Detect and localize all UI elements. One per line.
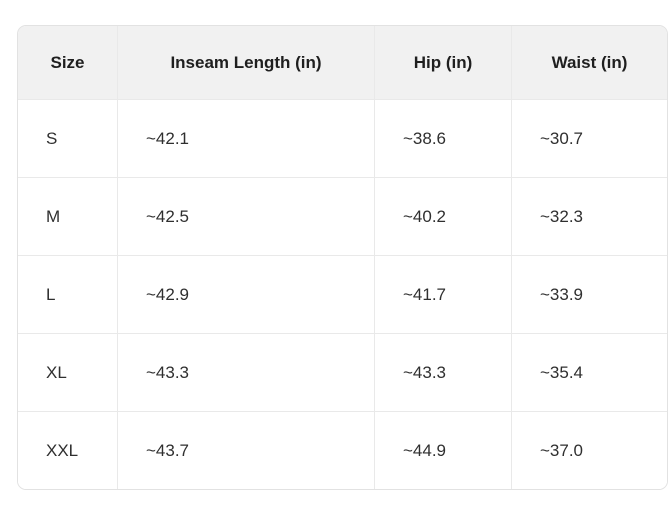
- header-hip: Hip (in): [374, 26, 511, 99]
- table-row-xxl: XXL ~43.7 ~44.9 ~37.0: [18, 411, 667, 489]
- size-cell: S: [18, 99, 117, 177]
- size-cell: M: [18, 177, 117, 255]
- size-chart: Size Inseam Length (in) Hip (in) Waist (…: [17, 25, 668, 490]
- table-row-xl: XL ~43.3 ~43.3 ~35.4: [18, 333, 667, 411]
- waist-cell: ~33.9: [511, 255, 667, 333]
- size-chart-table: Size Inseam Length (in) Hip (in) Waist (…: [17, 25, 668, 490]
- inseam-cell: ~42.5: [117, 177, 374, 255]
- size-cell: XXL: [18, 411, 117, 489]
- header-waist: Waist (in): [511, 26, 667, 99]
- inseam-cell: ~43.7: [117, 411, 374, 489]
- waist-cell: ~35.4: [511, 333, 667, 411]
- hip-cell: ~44.9: [374, 411, 511, 489]
- table-row-l: L ~42.9 ~41.7 ~33.9: [18, 255, 667, 333]
- header-inseam: Inseam Length (in): [117, 26, 374, 99]
- table-row-m: M ~42.5 ~40.2 ~32.3: [18, 177, 667, 255]
- inseam-cell: ~43.3: [117, 333, 374, 411]
- header-size: Size: [18, 26, 117, 99]
- hip-cell: ~43.3: [374, 333, 511, 411]
- table-row-s: S ~42.1 ~38.6 ~30.7: [18, 99, 667, 177]
- waist-cell: ~30.7: [511, 99, 667, 177]
- hip-cell: ~41.7: [374, 255, 511, 333]
- header-row: Size Inseam Length (in) Hip (in) Waist (…: [18, 26, 667, 99]
- hip-cell: ~38.6: [374, 99, 511, 177]
- waist-cell: ~37.0: [511, 411, 667, 489]
- hip-cell: ~40.2: [374, 177, 511, 255]
- size-cell: XL: [18, 333, 117, 411]
- inseam-cell: ~42.9: [117, 255, 374, 333]
- size-cell: L: [18, 255, 117, 333]
- inseam-cell: ~42.1: [117, 99, 374, 177]
- waist-cell: ~32.3: [511, 177, 667, 255]
